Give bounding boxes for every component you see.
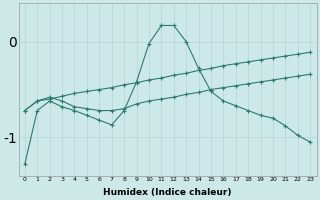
X-axis label: Humidex (Indice chaleur): Humidex (Indice chaleur)	[103, 188, 232, 197]
